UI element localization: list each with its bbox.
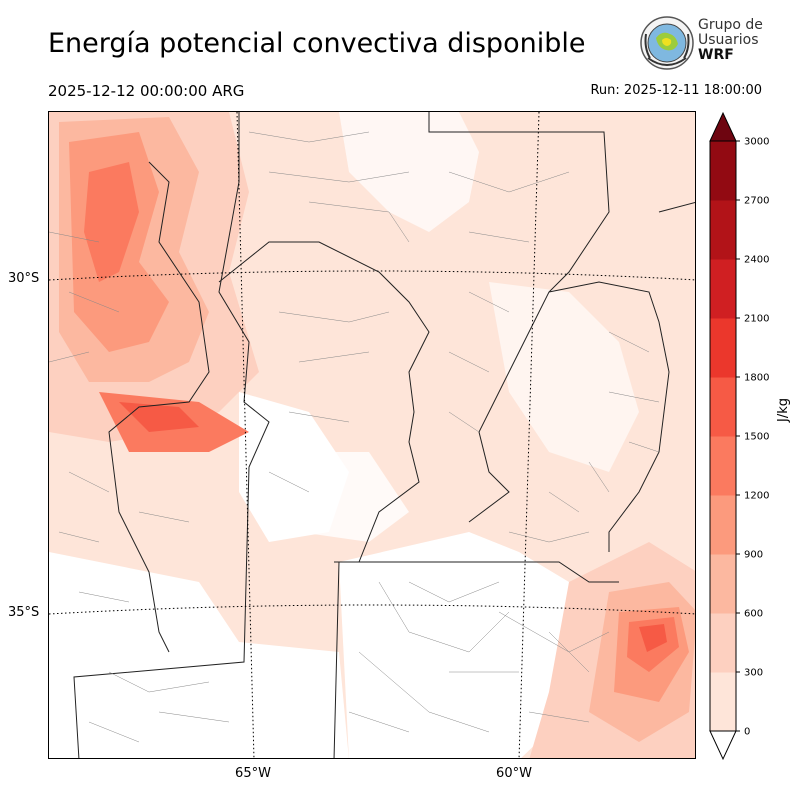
map-title: Energía potencial convectiva disponible bbox=[48, 28, 586, 59]
colorbar-tick-label: 2700 bbox=[744, 196, 769, 207]
colorbar-segment bbox=[710, 141, 736, 201]
colorbar-tick-label: 1500 bbox=[744, 432, 769, 443]
cape-contour-1200 bbox=[84, 162, 139, 282]
colorbar-svg: 0 300 600 900 1200 1500 1800 2100 2400 2700 3000 bbox=[709, 111, 769, 761]
colorbar-segment bbox=[710, 259, 736, 319]
colorbar-tick-label: 1200 bbox=[744, 491, 769, 502]
cape-contour-1500 bbox=[639, 624, 667, 652]
cape-zero-area bbox=[269, 452, 409, 542]
cape-map bbox=[48, 111, 696, 759]
colorbar-units-label: J/kg bbox=[776, 398, 791, 422]
colorbar-tick-label: 1800 bbox=[744, 373, 769, 384]
parallel-35s bbox=[49, 604, 695, 615]
colorbar: 0 300 600 900 1200 1500 1800 2100 2400 2700 3000 bbox=[708, 110, 778, 770]
colorbar-segment bbox=[710, 495, 736, 555]
colorbar-segment bbox=[710, 554, 736, 614]
province-borders bbox=[73, 112, 695, 758]
colorbar-segment bbox=[710, 318, 736, 378]
colorbar-segment bbox=[710, 200, 736, 260]
colorbar-segment bbox=[710, 613, 736, 673]
colorbar-segment bbox=[710, 436, 736, 496]
run-time: Run: 2025-12-11 18:00:00 bbox=[590, 83, 762, 98]
logo-line-3: WRF bbox=[698, 47, 734, 63]
lon-label-65w: 65°W bbox=[235, 766, 271, 781]
lat-label-30s: 30°S bbox=[8, 271, 40, 286]
valid-time: 2025-12-12 00:00:00 ARG bbox=[48, 82, 245, 100]
colorbar-extend-min bbox=[709, 730, 737, 761]
colorbar-tick-label: 600 bbox=[744, 609, 763, 620]
lat-label-35s: 35°S bbox=[8, 605, 40, 620]
colorbar-segment bbox=[710, 672, 736, 732]
meridian-65w bbox=[236, 112, 255, 758]
parallel-30s bbox=[49, 270, 695, 281]
colorbar-tick-label: 2400 bbox=[744, 255, 769, 266]
globe-logo-icon bbox=[640, 16, 694, 70]
wrf-users-logo: Grupo de Usuarios WRF bbox=[638, 14, 770, 74]
logo-line-1: Grupo de bbox=[698, 17, 763, 33]
lon-label-60w: 60°W bbox=[496, 766, 532, 781]
meridian-60w bbox=[518, 112, 540, 758]
graticule bbox=[49, 112, 695, 758]
logo-line-2: Usuarios bbox=[698, 32, 759, 48]
cape-zero-area bbox=[339, 532, 609, 758]
cape-contour-1500 bbox=[119, 402, 199, 432]
colorbar-tick-label: 2100 bbox=[744, 314, 769, 325]
colorbar-extend-max bbox=[709, 111, 737, 142]
map-canvas bbox=[49, 112, 695, 758]
colorbar-tick-label: 300 bbox=[744, 668, 763, 679]
cape-zero-area bbox=[489, 282, 639, 472]
colorbar-segment bbox=[710, 377, 736, 437]
cape-zero-area bbox=[49, 552, 349, 758]
department-borders bbox=[49, 131, 660, 743]
colorbar-tick-label: 0 bbox=[744, 727, 750, 738]
colorbar-tick-label: 900 bbox=[744, 550, 763, 561]
colorbar-tick-label: 3000 bbox=[744, 137, 769, 148]
